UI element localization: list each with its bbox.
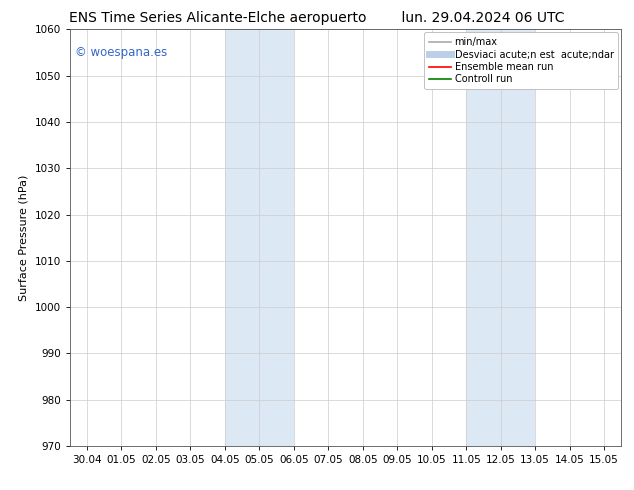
Legend: min/max, Desviaci acute;n est  acute;ndar, Ensemble mean run, Controll run: min/max, Desviaci acute;n est acute;ndar… [424,32,618,89]
Y-axis label: Surface Pressure (hPa): Surface Pressure (hPa) [19,174,29,301]
Bar [466,29,535,446]
Bar [225,29,294,446]
Text: © woespana.es: © woespana.es [75,46,167,59]
Text: ENS Time Series Alicante-Elche aeropuerto        lun. 29.04.2024 06 UTC: ENS Time Series Alicante-Elche aeropuert… [69,11,565,25]
